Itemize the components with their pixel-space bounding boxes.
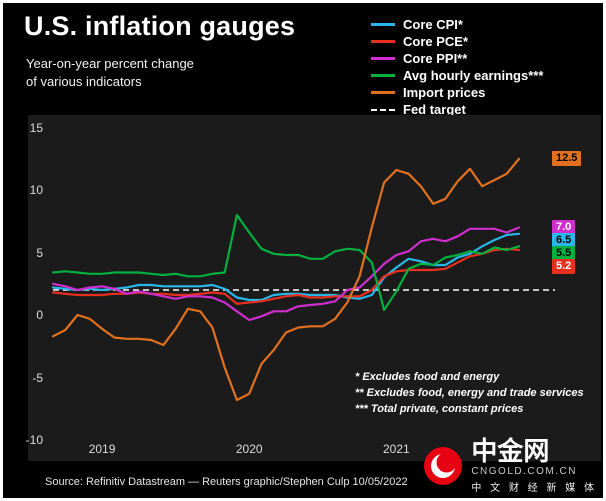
core-pce-swatch-icon [371, 40, 395, 43]
x-axis-tick-2021: 2021 [383, 442, 410, 456]
legend-label-core-ppi: Core PPI** [403, 51, 468, 66]
y-axis-tick--5: -5 [32, 370, 43, 385]
end-value-badge-5.5: 5.5 [552, 245, 576, 261]
y-axis-tick-0: 0 [36, 308, 43, 322]
x-axis-tick-2020: 2020 [235, 442, 263, 456]
x-axis-tick-2019: 2019 [88, 442, 116, 456]
brand-text-block: 中金网 CNGOLD.COM.CN 中 文 财 经 新 媒 体 [471, 436, 597, 495]
core-cpi-swatch-icon [371, 23, 395, 26]
end-value-badge-5.2: 5.2 [552, 258, 576, 274]
legend-item-core-cpi: Core CPI* [371, 16, 543, 33]
y-axis-tick-10: 10 [29, 183, 43, 197]
end-value-badge-6.5: 6.5 [552, 232, 576, 248]
cngold-logo-icon [424, 447, 463, 485]
import-prices-swatch-icon [371, 91, 395, 94]
brand-name: 中金网 [471, 436, 550, 466]
legend-item-core-ppi: Core PPI** [371, 50, 543, 67]
y-axis-tick-5: 5 [36, 245, 43, 260]
legend-item-avg-hourly-earnings: Avg hourly earnings*** [371, 67, 543, 84]
legend-label-avg-hourly-earnings: Avg hourly earnings*** [403, 68, 544, 83]
legend: Core CPI* Core PCE* Core PPI** Avg hourl… [371, 16, 543, 118]
end-value-badge-7.0: 7.0 [552, 219, 576, 235]
footnote-2: ** Excludes food, energy and trade servi… [355, 387, 584, 399]
chart-subtitle-line1: Year-on-year percent change [26, 56, 194, 71]
chart-title: U.S. inflation gauges [24, 11, 296, 41]
legend-label-import-prices: Import prices [403, 85, 486, 100]
legend-item-fed-target: Fed target [371, 101, 543, 118]
y-axis-tick-15: 15 [29, 120, 43, 135]
brand-domain: CNGOLD.COM.CN [471, 466, 577, 477]
fed-target-swatch-icon [371, 108, 395, 111]
footnote-3: *** Total private, constant prices [355, 403, 524, 415]
core-ppi-swatch-icon [371, 57, 395, 60]
avg-hourly-earnings-swatch-icon [371, 74, 395, 77]
legend-label-core-pce: Core PCE* [403, 34, 469, 49]
legend-item-import-prices: Import prices [371, 84, 543, 101]
chart-subtitle: Year-on-year percent change of various i… [26, 55, 194, 91]
footnotes: * Excludes food and energy ** Excludes f… [355, 369, 584, 417]
chart-subtitle-line2: of various indicators [26, 74, 142, 89]
brand-tagline: 中 文 财 经 新 媒 体 [471, 483, 597, 494]
legend-item-core-pce: Core PCE* [371, 33, 543, 50]
footnote-1: * Excludes food and energy [355, 371, 500, 383]
legend-label-core-cpi: Core CPI* [403, 17, 463, 32]
end-value-badge-12.5: 12.5 [552, 150, 582, 166]
cngold-branding: 中金网 CNGOLD.COM.CN 中 文 财 经 新 媒 体 [423, 438, 597, 494]
y-axis-tick--10: -10 [25, 433, 43, 447]
source-credit: Source: Refinitiv Datastream — Reuters g… [45, 476, 408, 488]
legend-label-fed-target: Fed target [403, 102, 466, 117]
